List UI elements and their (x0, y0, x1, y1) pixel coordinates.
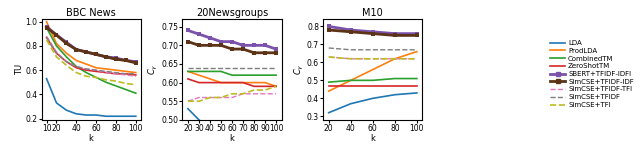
X-axis label: k: k (371, 134, 375, 143)
X-axis label: k: k (230, 134, 234, 143)
Title: M10: M10 (362, 8, 383, 18)
Y-axis label: $C_\gamma$: $C_\gamma$ (147, 64, 160, 75)
Y-axis label: TU: TU (15, 64, 24, 75)
Title: 20Newsgroups: 20Newsgroups (196, 8, 268, 18)
X-axis label: k: k (89, 134, 93, 143)
Y-axis label: $C_\gamma$: $C_\gamma$ (292, 64, 305, 75)
Legend: LDA, ProdLDA, CombinedTM, ZeroShotTM, SBERT+TFIDF-IDFI, SimCSE+TFIDF-IDF, SimCSE: LDA, ProdLDA, CombinedTM, ZeroShotTM, SB… (547, 37, 637, 111)
Title: BBC News: BBC News (67, 8, 116, 18)
